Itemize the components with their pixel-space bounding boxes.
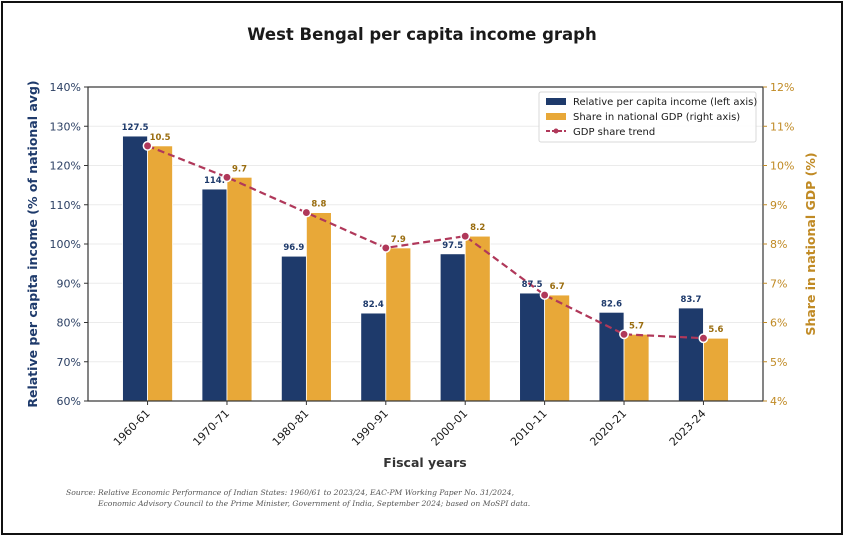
bar-gdp-share <box>305 212 332 402</box>
x-tick-label: 2023-24 <box>667 407 709 449</box>
legend-label-trend: GDP share trend <box>573 127 655 138</box>
data-label-gdp-share: 10.5 <box>150 133 171 143</box>
data-label-gdp-share: 7.9 <box>391 235 406 245</box>
legend-swatch-income <box>546 98 566 105</box>
x-axis-label: Fiscal years <box>383 455 466 470</box>
left-axis-ticks: 60% 70% 80% 90% 100% 110% 120% 130% 140% <box>50 81 88 408</box>
bars <box>122 135 729 402</box>
left-tick-label: 60% <box>57 395 81 408</box>
data-label-gdp-share: 9.7 <box>232 164 247 174</box>
data-label-gdp-share: 8.2 <box>470 223 485 233</box>
trend-line-group <box>142 140 709 344</box>
trend-line <box>147 144 704 340</box>
bar-relative-income <box>678 307 704 402</box>
bar-gdp-share <box>623 333 650 402</box>
bar-relative-income <box>122 135 148 402</box>
bar-relative-income <box>598 311 625 402</box>
trend-marker <box>539 290 550 300</box>
data-label-relative-income: 83.7 <box>680 295 701 305</box>
data-label-relative-income: 96.9 <box>283 243 304 253</box>
bar-relative-income <box>280 255 307 402</box>
x-axis-ticks: 1960-61 1970-71 1980-81 1990-91 2000-01 2010-… <box>111 401 709 449</box>
x-tick-label: 1960-61 <box>111 407 153 449</box>
right-tick-label: 12% <box>770 81 794 94</box>
right-tick-label: 5% <box>770 356 787 369</box>
left-tick-label: 130% <box>50 120 81 133</box>
trend-marker <box>301 207 312 218</box>
right-tick-label: 10% <box>770 160 794 173</box>
x-tick-label: 2020-21 <box>587 407 629 449</box>
left-tick-label: 80% <box>57 317 81 330</box>
legend-box <box>538 91 757 143</box>
bar-gdp-share <box>226 176 253 402</box>
data-labels: 127.5 114. 96.9 82.4 97.5 87.5 82.6 83.7 10.5 9.7… <box>122 123 724 335</box>
legend-label-gdp-share: Share in national GDP (right axis) <box>573 112 740 123</box>
right-tick-label: 7% <box>770 277 787 290</box>
left-axis-label: Relative per capita income (% of nationa… <box>25 80 40 407</box>
data-label-relative-income: 87.5 <box>522 280 543 290</box>
legend-swatch-trend-marker <box>553 128 559 134</box>
left-tick-label: 90% <box>57 277 81 290</box>
right-tick-label: 4% <box>770 395 787 408</box>
left-tick-label: 140% <box>50 81 81 94</box>
bar-relative-income <box>360 312 387 402</box>
right-tick-label: 11% <box>770 120 794 133</box>
trend-marker <box>380 242 391 253</box>
bar-relative-income <box>439 253 466 402</box>
source-note-line-2: Economic Advisory Council to the Prime M… <box>97 499 530 508</box>
legend-label-income: Relative per capita income (left axis) <box>573 97 757 108</box>
data-label-gdp-share: 5.6 <box>708 325 723 335</box>
bar-relative-income <box>201 188 228 402</box>
x-tick-label: 2010-11 <box>508 407 550 449</box>
left-tick-label: 110% <box>50 199 81 212</box>
trend-marker <box>222 172 232 183</box>
trend-marker <box>460 231 471 242</box>
bar-gdp-share <box>544 294 571 402</box>
x-tick-label: 2000-01 <box>429 407 471 449</box>
legend-swatch-gdp-share <box>546 113 566 120</box>
bar-gdp-share <box>464 235 491 402</box>
trend-marker <box>619 329 629 340</box>
bar-gdp-share <box>147 145 173 402</box>
left-tick-label: 100% <box>50 238 81 251</box>
right-tick-label: 8% <box>770 238 787 251</box>
data-label-gdp-share: 6.7 <box>550 282 565 292</box>
data-label-relative-income: 127.5 <box>122 123 149 133</box>
chart-title: West Bengal per capita income graph <box>247 25 596 44</box>
data-label-relative-income: 97.5 <box>442 241 463 251</box>
trend-marker <box>142 140 153 151</box>
right-tick-label: 6% <box>770 317 787 330</box>
data-label-relative-income: 114. <box>204 176 225 186</box>
data-label-gdp-share: 8.8 <box>311 200 326 210</box>
x-tick-label: 1980-81 <box>270 407 312 449</box>
trend-marker <box>698 333 709 344</box>
data-label-relative-income: 82.6 <box>601 299 622 309</box>
data-label-relative-income: 82.4 <box>363 300 384 310</box>
bar-gdp-share <box>703 337 729 402</box>
right-tick-label: 9% <box>770 199 787 212</box>
right-axis-label: Share in national GDP (%) <box>803 152 818 335</box>
left-tick-label: 120% <box>50 160 81 173</box>
left-tick-label: 70% <box>57 356 81 369</box>
source-note-line-1: Source: Relative Economic Performance of… <box>66 488 514 497</box>
right-axis-ticks: 4% 5% 6% 7% 8% 9% 10% 11% 12% <box>763 81 794 408</box>
bar-gdp-share <box>385 247 412 402</box>
x-tick-label: 1990-91 <box>349 407 391 449</box>
legend: Relative per capita income (left axis) S… <box>538 91 757 143</box>
data-label-gdp-share: 5.7 <box>629 321 644 331</box>
x-tick-label: 1970-71 <box>190 407 232 449</box>
bar-relative-income <box>519 292 546 402</box>
